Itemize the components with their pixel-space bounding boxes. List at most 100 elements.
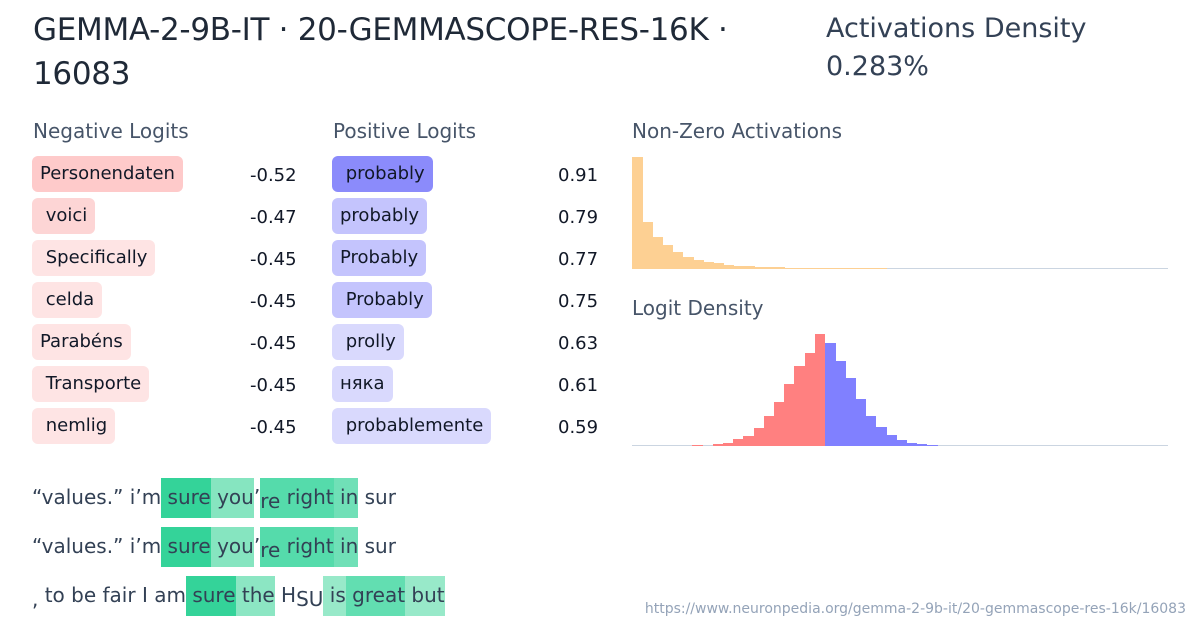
histogram-bar [672,252,684,269]
token[interactable]: be [64,583,97,607]
logit-value: 0.61 [558,375,599,396]
token[interactable]: ’m [135,534,162,558]
token[interactable]: sur [358,534,396,558]
histogram-bar [764,266,776,269]
activating-token[interactable]: in [333,527,359,567]
negative-bar [733,439,744,446]
positive-bar [845,377,856,446]
token-chip[interactable]: Parabéns [32,324,131,360]
non-zero-activations-chart [632,156,1168,269]
density-value: 0.283% [826,51,929,82]
activating-token[interactable]: sure [161,478,211,518]
histogram-bar [703,262,714,269]
negative-bar [804,353,816,446]
negative-bar [784,384,795,446]
token-chip[interactable]: celda [32,282,103,318]
token-chip[interactable]: prolly [332,324,404,360]
example-row[interactable]: “values.” i’m sure you’re right in sur [32,478,396,518]
histogram-bar [734,265,745,269]
negative-bar [814,334,826,446]
histogram-bar [754,266,765,269]
activating-token[interactable]: right [280,527,334,567]
token[interactable]: ’ [253,485,261,509]
histogram-bar [846,268,857,269]
example-row[interactable]: , to be fair I am sure the HSU is great … [32,576,445,616]
histogram-bar [825,268,837,269]
token-chip[interactable]: Personendaten [32,156,183,192]
logit-value: -0.47 [250,207,297,228]
feature-title: GEMMA-2-9B-IT · 20-GEMMASCOPE-RES-16K · … [33,12,728,92]
logit-density-chart [632,334,1168,446]
logit-value: -0.45 [250,249,297,270]
histogram-bar [693,260,704,269]
activating-token[interactable]: but [405,576,445,616]
activating-token[interactable]: is [323,576,346,616]
histogram-bar [876,268,888,269]
token[interactable]: sur [358,485,396,509]
token[interactable]: ’ [253,534,261,558]
token[interactable]: H [274,583,297,607]
logit-value: 0.59 [558,417,599,438]
activating-token[interactable]: the [235,576,275,616]
activating-token[interactable]: re [260,478,281,518]
negative-bar [692,445,703,446]
token-chip[interactable]: probablemente [332,408,492,444]
histogram-bar [723,264,735,269]
token[interactable]: , [32,587,39,611]
token[interactable]: “values.” [32,485,124,509]
histogram-bar [683,256,694,269]
histogram-bar [662,245,674,269]
positive-logits-title: Positive Logits [333,119,476,143]
token-chip[interactable]: Probably [332,240,427,276]
feature-url[interactable]: https://www.neuronpedia.org/gemma-2-9b-i… [644,601,1186,617]
activating-token[interactable]: great [345,576,406,616]
histogram-bar [744,266,755,269]
histogram-bar [805,268,816,269]
activating-token[interactable]: right [280,478,334,518]
positive-bar [855,398,867,446]
token[interactable]: “values.” [32,534,124,558]
token-chip[interactable]: probably [332,156,433,192]
logit-value: -0.45 [250,291,297,312]
activating-token[interactable]: you [210,527,254,567]
token-chip[interactable]: probably [332,198,427,234]
logit-value: 0.63 [558,333,599,354]
token-chip[interactable]: voici [32,198,96,234]
token-chip[interactable]: няка [332,366,393,402]
activating-token[interactable]: re [260,527,281,567]
token-chip[interactable]: nemlig [32,408,116,444]
positive-bar [927,445,938,446]
histogram-bar [713,263,725,269]
logit-density-title: Logit Density [632,296,764,320]
activating-token[interactable]: sure [185,576,236,616]
negative-bar [763,415,775,446]
logit-value: 0.75 [558,291,599,312]
token-chip[interactable]: Probably [332,282,432,318]
positive-bar [825,342,836,446]
negative-logits-title: Negative Logits [33,119,189,143]
histogram-bar [795,267,806,269]
activating-token[interactable]: you [210,478,254,518]
histogram-bar [836,268,847,269]
activating-token[interactable]: sure [161,527,211,567]
histogram-bar [856,268,867,269]
x-axis [632,268,1168,269]
token[interactable]: I [135,583,148,607]
token[interactable]: SU [296,587,324,611]
positive-bar [886,434,897,446]
token-chip[interactable]: Transporte [32,366,150,402]
token[interactable]: i [123,534,136,558]
activating-token[interactable]: in [333,478,359,518]
token[interactable]: am [147,583,186,607]
token[interactable]: fair [96,583,136,607]
token[interactable]: ’m [135,485,162,509]
activations-density: Activations Density 0.283% [826,10,1086,86]
token[interactable]: to [38,583,65,607]
positive-bar [896,440,907,446]
histogram-bar [785,267,796,269]
positive-bar [876,426,887,446]
example-row[interactable]: “values.” i’m sure you’re right in sur [32,527,396,567]
token-chip[interactable]: Specifically [32,240,156,276]
token[interactable]: i [123,485,136,509]
histogram-bar [774,267,786,269]
